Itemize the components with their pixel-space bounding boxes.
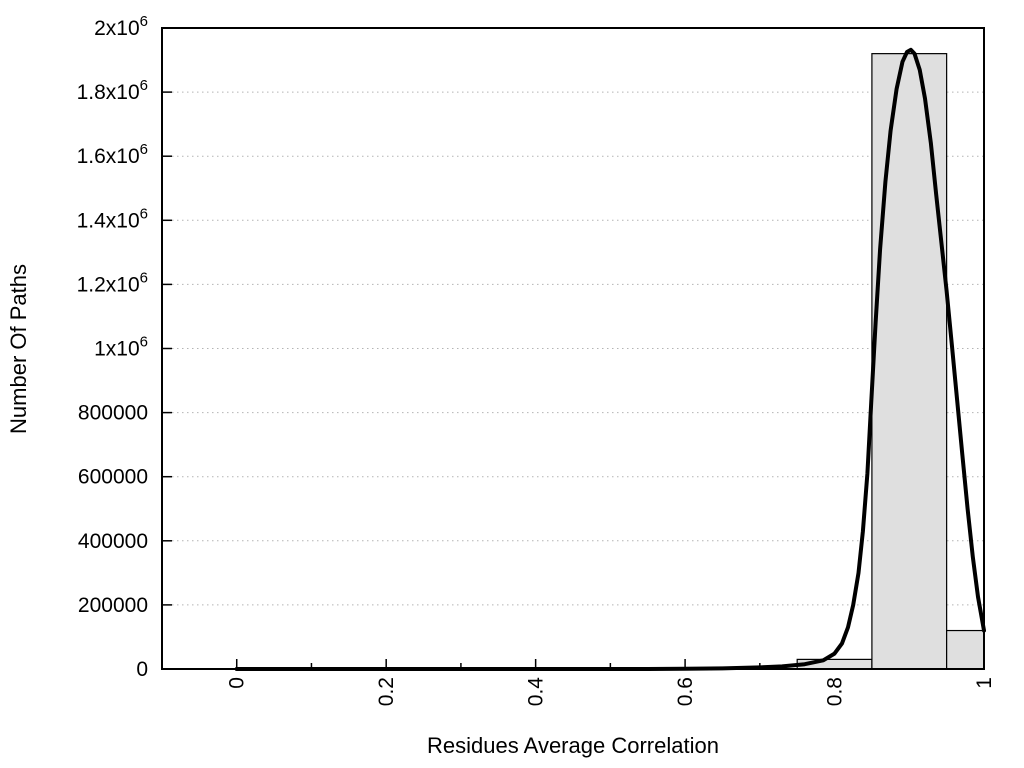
y-tick-label: 0 — [136, 658, 148, 681]
y-tick-label: 1x106 — [94, 334, 148, 361]
x-tick-label: 0 — [226, 677, 249, 689]
x-tick-label: 1 — [973, 677, 996, 689]
y-axis-title: Number Of Paths — [6, 264, 31, 434]
x-axis-title: Residues Average Correlation — [427, 733, 719, 758]
x-tick-label: 0.2 — [375, 677, 398, 706]
y-tick-label: 400000 — [78, 530, 148, 553]
y-tick-label: 800000 — [78, 402, 148, 425]
plot-border — [161, 27, 985, 670]
y-tick-label: 1.2x106 — [77, 269, 148, 296]
y-tick-label: 1.6x106 — [77, 141, 148, 168]
y-tick-label: 600000 — [78, 466, 148, 489]
x-tick-label: 0.4 — [525, 677, 548, 707]
y-tick-label: 2x106 — [94, 13, 148, 40]
y-tick-label: 1.8x106 — [77, 77, 148, 104]
histogram-bar — [946, 629, 985, 670]
y-tick-label: 200000 — [78, 594, 148, 617]
x-tick-label: 0.6 — [674, 677, 697, 706]
histogram-bar — [871, 53, 948, 670]
x-tick-label: 0.8 — [824, 677, 847, 706]
histogram-bars — [796, 53, 985, 670]
x-tick-labels: 0 0.2 0.4 0.6 0.8 1 — [226, 677, 996, 707]
gridlines — [162, 91, 984, 606]
y-tick-label: 1.4x106 — [77, 205, 148, 232]
y-tick-labels: 0 200000 400000 600000 800000 1x106 1.2x106 1.4… — [77, 13, 148, 681]
